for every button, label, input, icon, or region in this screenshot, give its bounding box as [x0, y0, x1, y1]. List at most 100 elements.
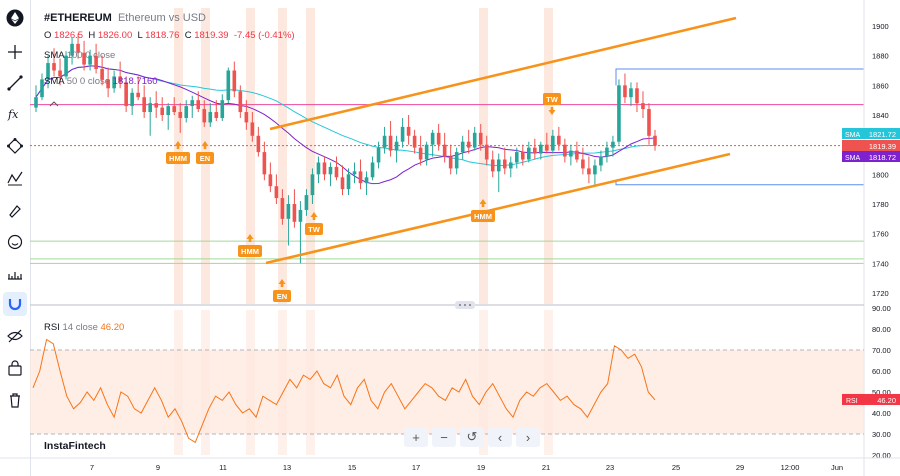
trash-icon[interactable]: [3, 388, 27, 412]
c-value: 1819.39: [194, 30, 229, 41]
symbol-name: #ETHEREUM: [44, 12, 112, 24]
candle-body: [484, 144, 489, 160]
event-label: EN: [200, 154, 210, 163]
h-value: 1826.00: [97, 30, 133, 41]
candle-body: [358, 171, 363, 184]
candle-body: [220, 100, 225, 118]
svg-text:fx: fx: [7, 108, 19, 121]
time-tick-label: 23: [606, 463, 614, 472]
magnet-icon[interactable]: [3, 292, 27, 316]
candle-body: [520, 152, 525, 160]
candle-body: [160, 107, 165, 115]
event-arrow-up: [174, 141, 182, 149]
brush-icon[interactable]: [3, 198, 27, 222]
lock-all-icon[interactable]: [3, 356, 27, 380]
trend-line-icon[interactable]: [3, 71, 27, 95]
candle-body: [64, 55, 68, 77]
ethereum-logo-icon[interactable]: [3, 6, 27, 30]
candle-body: [496, 159, 501, 172]
rsi-value: 46.20: [100, 322, 125, 333]
brand-logo: InstaFintech: [44, 440, 106, 452]
event-band: [278, 8, 287, 304]
node-icon[interactable]: [3, 134, 27, 158]
candle-body: [472, 132, 477, 148]
scroll-right-button[interactable]: ›: [516, 427, 540, 447]
sma100-legend[interactable]: SMA 100 0 close: [44, 50, 115, 61]
event-label-box: [471, 210, 495, 222]
candle-body: [274, 186, 279, 199]
time-tick-label: 13: [283, 463, 291, 472]
candle-body: [635, 88, 639, 104]
event-marker-tw: TW: [543, 93, 561, 115]
candle-body: [184, 106, 189, 118]
candle-body: [460, 141, 465, 153]
emoji-icon[interactable]: [3, 230, 27, 254]
candle-body: [436, 132, 441, 145]
candle-body: [94, 55, 98, 70]
candle-body: [641, 103, 645, 110]
event-arrow-up: [278, 279, 286, 287]
pattern-icon[interactable]: [3, 166, 27, 190]
price-axis-badge: SMA 1821.72: [842, 128, 900, 139]
candle-body: [587, 168, 591, 175]
zoom-in-button[interactable]: +: [404, 427, 428, 447]
candle-body: [130, 92, 134, 107]
reset-button[interactable]: ↺: [460, 427, 484, 447]
crosshair-icon[interactable]: [3, 40, 27, 64]
candle-body: [551, 135, 555, 151]
handle-dot: [469, 304, 471, 306]
candle-body: [514, 152, 519, 163]
candle-body: [490, 159, 495, 172]
event-marker-hmm: HMM: [238, 234, 262, 257]
event-label: HMM: [169, 154, 187, 163]
candle-body: [46, 63, 50, 80]
candle-body: [124, 82, 128, 107]
event-arrow-up: [310, 212, 318, 220]
candle-body: [508, 162, 513, 169]
candle-body: [424, 144, 429, 160]
candle-body: [388, 135, 393, 151]
candle-body: [539, 144, 543, 154]
time-tick-label: 29: [736, 463, 744, 472]
sma100-label: SMA: [44, 50, 65, 61]
rsi-tick-label: 90.00: [872, 304, 891, 313]
candle-body: [430, 132, 435, 145]
candle-body: [382, 135, 387, 148]
sma100-params: 100 0 close: [66, 50, 116, 61]
sma50-legend[interactable]: SMA 50 0 close 1818.7160: [44, 76, 158, 87]
eye-off-icon[interactable]: [3, 324, 27, 348]
fx-icon[interactable]: fx: [3, 102, 27, 126]
candle-body: [118, 76, 122, 83]
c-label: C: [184, 30, 192, 41]
event-band: [246, 8, 255, 304]
rsi-tick-label: 60.00: [872, 367, 891, 376]
collapse-chevron-icon: [49, 101, 59, 107]
rsi-tick-label: 50.00: [872, 388, 891, 397]
price-axis-badge: 1819.39: [842, 140, 900, 151]
candle-body: [280, 198, 285, 219]
candle-body: [268, 174, 273, 187]
candle-body: [418, 147, 423, 160]
event-band: [306, 8, 315, 304]
zoom-out-button[interactable]: −: [432, 427, 456, 447]
rsi-tick-label: 80.00: [872, 325, 891, 334]
candle-body: [370, 162, 375, 178]
rsi-params: 14 close: [62, 322, 98, 333]
price-tick-label: 1780: [872, 200, 889, 209]
event-marker-tw: TW: [305, 212, 323, 235]
o-label: O: [44, 30, 52, 41]
rsi-legend[interactable]: RSI 14 close 46.20: [44, 322, 124, 333]
badge-label: RSI: [846, 398, 858, 405]
candle-body: [178, 112, 183, 118]
event-arrow-up: [246, 234, 254, 242]
sma50-line: [35, 65, 656, 185]
event-label-box: [238, 245, 262, 257]
event-marker-hmm: HMM: [166, 141, 190, 164]
ruler-icon[interactable]: [3, 261, 27, 285]
candle-body: [154, 103, 158, 108]
candle-body: [304, 195, 309, 210]
candle-body: [172, 106, 177, 113]
event-arrow-down: [548, 107, 556, 115]
scroll-left-button[interactable]: ‹: [488, 427, 512, 447]
